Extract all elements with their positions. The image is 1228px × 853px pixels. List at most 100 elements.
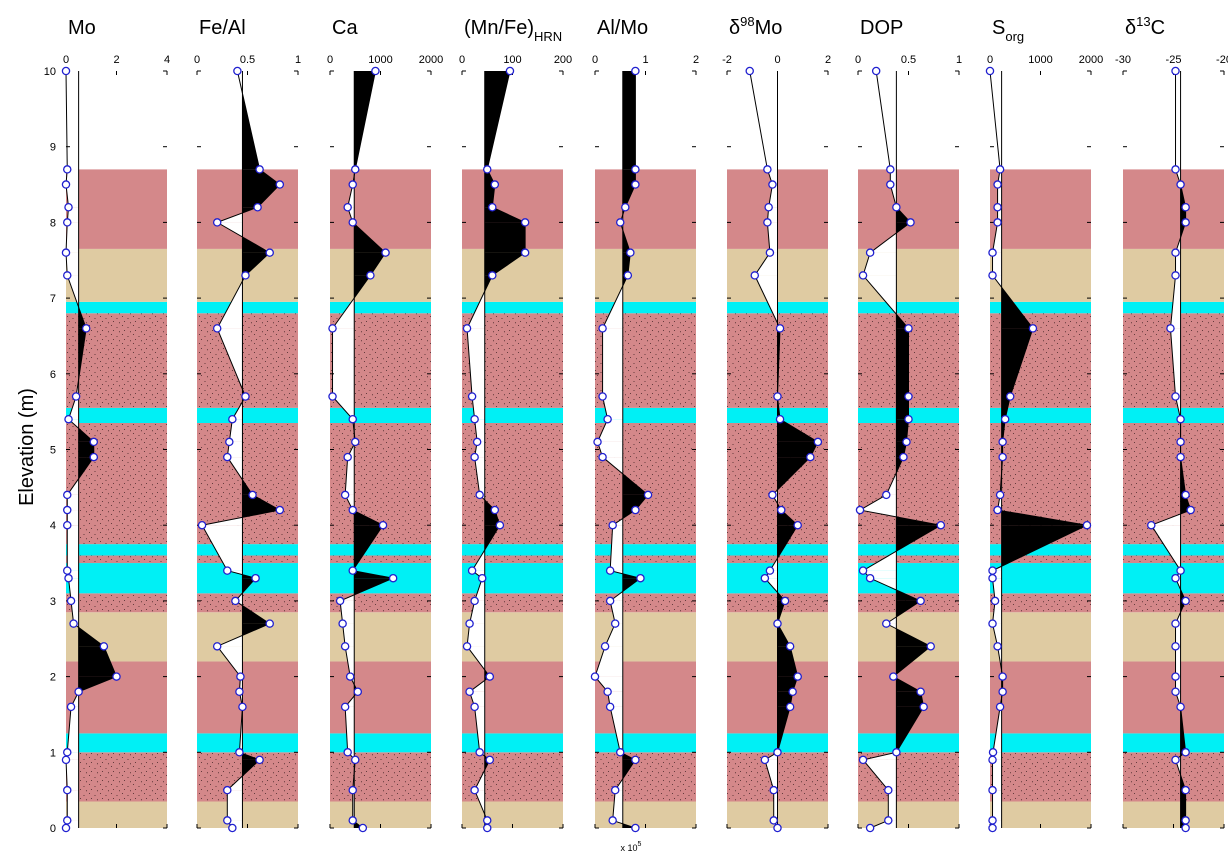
- series-line: [989, 70, 1089, 828]
- data-point: [1181, 203, 1190, 212]
- stratum-tan: [1123, 801, 1224, 828]
- area-segment: [863, 759, 897, 791]
- y-tick-label: 3: [50, 596, 56, 608]
- area-segment: [78, 441, 94, 458]
- data-point: [63, 165, 72, 174]
- data-point: [228, 414, 237, 424]
- data-point: [788, 687, 797, 696]
- data-point: [1181, 823, 1190, 833]
- data-point: [1176, 180, 1185, 189]
- stratum-texture: [595, 555, 696, 564]
- data-point: [212, 642, 222, 651]
- data-point: [238, 702, 247, 712]
- data-point: [773, 619, 782, 628]
- data-point: [63, 816, 72, 825]
- area-segment: [888, 790, 897, 821]
- x-tick-label: 4: [164, 54, 170, 66]
- data-point: [865, 573, 875, 583]
- x-tick-label: 0.5: [901, 54, 916, 66]
- data-point: [764, 203, 773, 212]
- data-point: [475, 490, 484, 500]
- y-axis: 0 1 2 3 4 5 6 7 8 9 10: [44, 66, 56, 835]
- data-point: [886, 165, 895, 174]
- area-segment: [67, 525, 79, 571]
- data-point: [482, 165, 492, 174]
- data-point: [467, 392, 477, 401]
- data-point: [1186, 505, 1195, 515]
- data-point: [350, 437, 360, 447]
- stratum-texture: [462, 555, 563, 564]
- series-line: [332, 70, 395, 829]
- data-point: [1181, 816, 1190, 825]
- data-point: [223, 452, 232, 462]
- stratum-tan: [595, 248, 696, 302]
- data-point: [112, 672, 121, 681]
- data-point: [255, 755, 264, 765]
- x-tick-label: 0: [63, 54, 69, 66]
- stratum-tan: [990, 612, 1091, 662]
- stratum-mauve: [858, 169, 959, 249]
- data-point: [61, 66, 71, 76]
- data-point: [69, 619, 78, 628]
- area-segment: [767, 169, 778, 185]
- x-tick-label: 2: [693, 54, 699, 66]
- title-subscript: HRN: [534, 29, 562, 44]
- panel-5: 0 1 2 Al/Mo: [590, 17, 699, 833]
- data-point: [89, 452, 99, 462]
- data-point: [616, 218, 625, 227]
- stratum-cyan: [990, 733, 1091, 753]
- panel-3: 0 1000 2000 Ca: [327, 17, 443, 833]
- data-point: [462, 642, 472, 651]
- area-segment: [612, 790, 623, 821]
- data-point: [64, 203, 73, 212]
- data-point: [988, 271, 997, 280]
- area-segment: [597, 419, 623, 442]
- data-point: [988, 823, 997, 833]
- area-segment: [610, 600, 623, 624]
- stratum-texture: [66, 593, 167, 613]
- area-segment: [1180, 494, 1191, 511]
- stratum-cyan: [66, 733, 167, 753]
- y-tick-label: 7: [50, 293, 56, 305]
- data-point: [773, 823, 782, 833]
- title-delta: δ: [1125, 17, 1136, 39]
- data-point: [348, 785, 357, 795]
- data-point: [1171, 573, 1180, 583]
- data-point: [1176, 566, 1185, 575]
- data-point: [855, 505, 865, 515]
- data-point: [773, 392, 782, 401]
- title-delta: δ: [729, 17, 740, 39]
- data-point: [233, 66, 242, 76]
- stratum-cyan: [595, 733, 696, 753]
- y-tick-label: 6: [50, 369, 56, 381]
- stratum-tan: [66, 248, 167, 302]
- data-point: [61, 823, 71, 833]
- area-segment: [749, 71, 778, 170]
- data-point: [806, 452, 815, 462]
- stratum-mauve: [595, 169, 696, 249]
- data-point: [1171, 619, 1180, 628]
- area-segment: [767, 222, 778, 253]
- data-point: [241, 392, 250, 401]
- data-point: [1171, 165, 1180, 174]
- data-point: [936, 520, 946, 530]
- data-point: [255, 165, 264, 174]
- data-point: [350, 165, 360, 174]
- data-point: [775, 324, 785, 333]
- area-segment: [1001, 328, 1033, 397]
- data-point: [485, 672, 495, 681]
- stratum-tan: [462, 801, 563, 828]
- data-point: [66, 596, 76, 606]
- data-point: [919, 702, 928, 712]
- area-segment: [992, 759, 1002, 791]
- panel-title: DOP: [860, 17, 903, 39]
- stratum-tan: [66, 801, 167, 828]
- data-point: [348, 566, 357, 575]
- x-tick-label: 0: [855, 54, 861, 66]
- data-point: [1176, 452, 1185, 462]
- panel-1: 0 2 4 Mo: [61, 17, 170, 833]
- data-point: [995, 165, 1005, 174]
- area-segment: [66, 222, 79, 253]
- area-segment: [992, 790, 1002, 821]
- data-point: [763, 218, 772, 227]
